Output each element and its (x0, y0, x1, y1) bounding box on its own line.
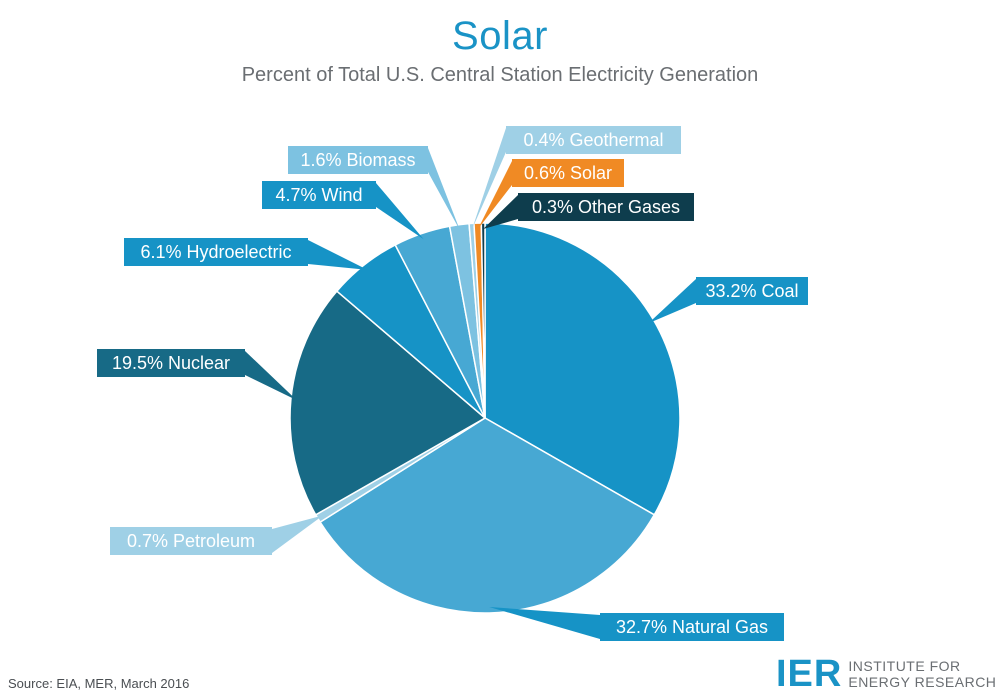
label-text: 0.6% Solar (524, 163, 612, 183)
label-pointer (648, 279, 696, 324)
label-pointer (471, 128, 506, 230)
label-pointer (428, 148, 461, 231)
label-box (124, 238, 308, 266)
pie-slices (289, 222, 681, 614)
label-text: 0.7% Petroleum (127, 531, 255, 551)
label-box (696, 277, 808, 305)
label-pointer (376, 183, 424, 240)
pie-label-coal: 33.2% Coal (648, 277, 808, 324)
pie-labels: 33.2% Coal 32.7% Natural Gas 0.7% Petroleu… (97, 126, 808, 641)
pie-label-solar: 0.6% Solar (477, 159, 624, 230)
label-pointer (272, 515, 323, 553)
source-note: Source: EIA, MER, March 2016 (8, 676, 190, 691)
pie-label-nuclear: 19.5% Nuclear (97, 349, 297, 401)
label-pointer (477, 161, 512, 230)
label-text: 33.2% Coal (705, 281, 798, 301)
pie-label-petroleum: 0.7% Petroleum (110, 515, 323, 555)
label-pointer (245, 351, 297, 401)
label-box (262, 181, 376, 209)
pie-label-geothermal: 0.4% Geothermal (471, 126, 681, 230)
label-box (110, 527, 272, 555)
label-box (518, 193, 694, 221)
logo-mark: IER (776, 653, 843, 695)
label-box (288, 146, 428, 174)
pie-label-other-gases: 0.3% Other Gases (483, 193, 694, 229)
label-text: 0.3% Other Gases (532, 197, 680, 217)
logo-line-2: ENERGY RESEARCH (848, 674, 997, 690)
label-box (512, 159, 624, 187)
label-box (97, 349, 245, 377)
label-box (600, 613, 784, 641)
label-text: 19.5% Nuclear (112, 353, 230, 373)
label-pointer (308, 240, 368, 270)
pie-label-natural-gas: 32.7% Natural Gas (489, 607, 784, 641)
chart-title: Solar (452, 14, 548, 58)
logo-line-1: INSTITUTE FOR (848, 658, 961, 674)
label-pointer (483, 195, 518, 229)
pie-label-biomass: 1.6% Biomass (288, 146, 461, 231)
logo-text: INSTITUTE FOR ENERGY RESEARCH (848, 658, 996, 690)
label-text: 4.7% Wind (275, 185, 362, 205)
pie-slice-nuclear (289, 290, 487, 516)
pie-slice-natural-gas (319, 417, 656, 614)
label-text: 32.7% Natural Gas (616, 617, 768, 637)
label-text: 1.6% Biomass (300, 150, 415, 170)
label-box (506, 126, 681, 154)
ier-logo: IER INSTITUTE FOR ENERGY RESEARCH (776, 653, 996, 695)
pie-label-hydroelectric: 6.1% Hydroelectric (124, 238, 368, 270)
label-text: 6.1% Hydroelectric (140, 242, 291, 262)
label-pointer (489, 607, 600, 639)
chart-subtitle: Percent of Total U.S. Central Station El… (241, 64, 759, 86)
label-text: 0.4% Geothermal (523, 130, 663, 150)
pie-label-wind: 4.7% Wind (262, 181, 424, 240)
